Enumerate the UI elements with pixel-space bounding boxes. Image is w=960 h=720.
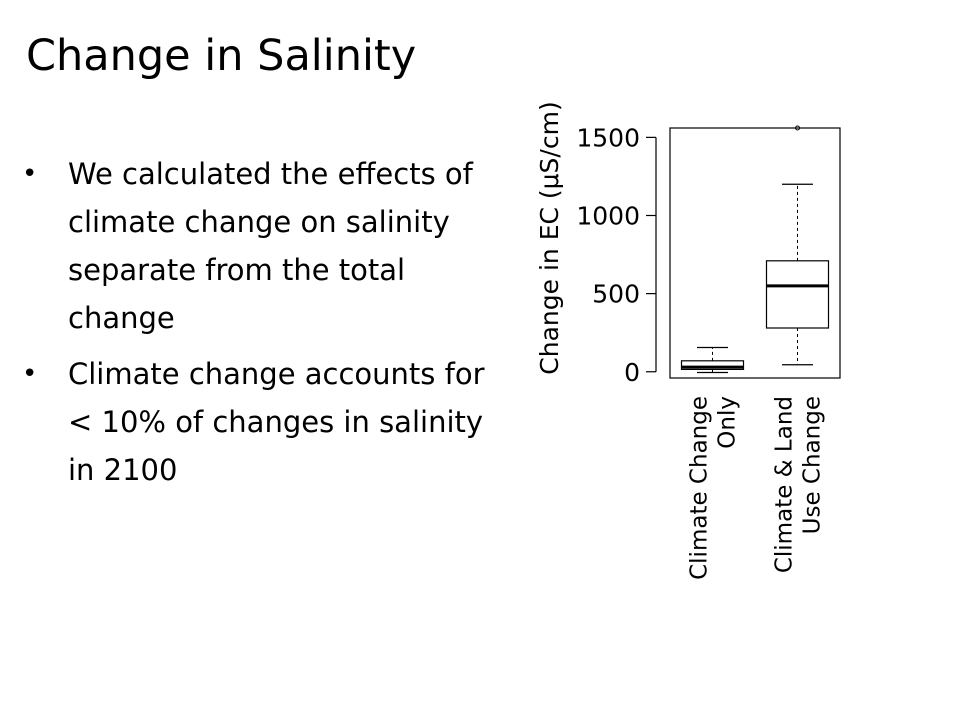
box-group [765, 125, 830, 366]
box-iqr [765, 260, 830, 329]
bullet-text: We calculated the effects of climate cha… [68, 157, 473, 335]
y-tick-label: 500 [592, 280, 640, 309]
x-category-label-line: Climate & Land [772, 396, 798, 573]
y-tick-label: 1000 [576, 202, 640, 231]
bullet-list: • We calculated the effects of climate c… [22, 150, 492, 502]
box-group [680, 346, 745, 374]
boxplot-chart: 0 500 1000 1500 Change in EC (μS/cm) Climate … [535, 101, 841, 580]
y-tick-label: 1500 [576, 123, 640, 152]
bullet-dot-icon: • [22, 159, 38, 189]
bullet-text: Climate change accounts for < 10% of cha… [68, 357, 485, 487]
x-category-label: Climate & Land Use Change [772, 396, 826, 573]
y-tick-label: 0 [624, 358, 640, 387]
bullet-dot-icon: • [22, 359, 38, 389]
x-category-label-line: Climate Change [687, 396, 713, 580]
slide-title: Change in Salinity [26, 31, 417, 81]
bullet-item: • We calculated the effects of climate c… [22, 150, 492, 342]
x-category-label-line: Only [715, 396, 741, 449]
box-iqr [680, 360, 745, 371]
x-category-label-line: Use Change [800, 396, 826, 534]
x-category-label: Climate Change Only [687, 396, 741, 580]
outlier-point [795, 125, 800, 131]
y-axis-label: Change in EC (μS/cm) [535, 101, 564, 374]
bullet-item: • Climate change accounts for < 10% of c… [22, 350, 492, 494]
plot-frame [669, 127, 841, 379]
